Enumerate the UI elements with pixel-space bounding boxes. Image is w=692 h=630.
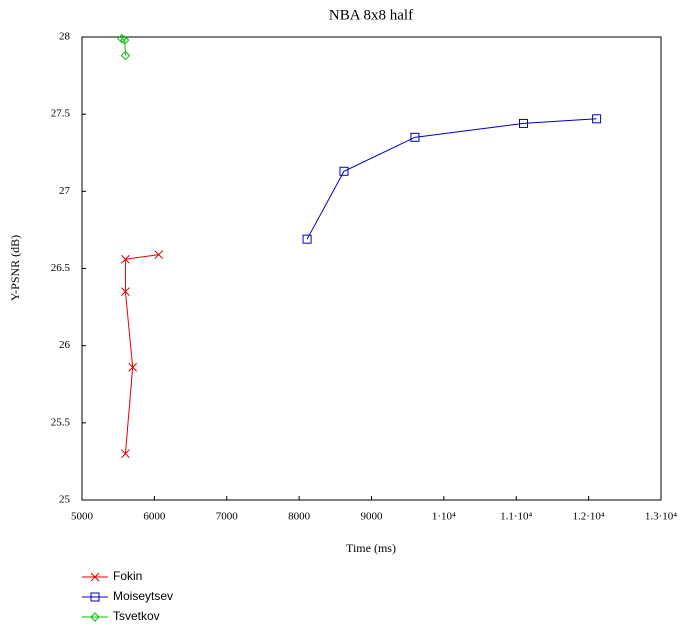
x-tick-label: 1.3·10⁴ (645, 511, 677, 523)
legend-label: Tsvetkov (113, 609, 160, 623)
y-tick-label: 25 (59, 494, 71, 506)
legend-label: Moiseytsev (113, 589, 173, 603)
x-tick-label: 1.2·10⁴ (573, 511, 605, 523)
legend-marker (90, 612, 100, 622)
y-tick-label: 27.5 (51, 108, 71, 120)
marker (302, 234, 312, 244)
marker (121, 449, 130, 459)
marker (128, 362, 138, 372)
x-tick-label: 9000 (361, 511, 384, 523)
y-tick-label: 28 (59, 31, 71, 43)
y-tick-label: 26 (59, 339, 71, 351)
marker (154, 250, 164, 259)
x-tick-label: 6000 (143, 511, 166, 523)
legend-marker (90, 592, 100, 602)
y-tick-label: 25.5 (51, 416, 71, 428)
series-line (124, 254, 159, 454)
chart-title: NBA 8x8 half (329, 7, 413, 23)
marker (120, 50, 131, 61)
x-axis-label: Time (ms) (346, 541, 396, 555)
marker (119, 35, 130, 45)
x-tick-label: 7000 (216, 511, 239, 523)
series-line (306, 118, 597, 240)
legend-label: Fokin (113, 569, 142, 583)
y-axis-label: Y-PSNR (dB) (8, 235, 22, 301)
marker (410, 132, 420, 142)
y-tick-label: 26.5 (51, 262, 71, 274)
legend-marker (90, 572, 100, 582)
x-tick-label: 5000 (71, 511, 94, 523)
marker (121, 254, 130, 264)
x-tick-label: 8000 (288, 511, 311, 523)
marker (339, 166, 349, 176)
plot-area (117, 33, 602, 459)
marker (518, 118, 528, 128)
marker (117, 33, 127, 44)
x-tick-label: 1.1·10⁴ (500, 511, 532, 523)
y-tick-label: 27 (59, 185, 71, 197)
marker (592, 114, 602, 124)
plot-frame (81, 36, 662, 501)
marker (121, 287, 130, 297)
x-tick-label: 1·10⁴ (432, 511, 456, 523)
